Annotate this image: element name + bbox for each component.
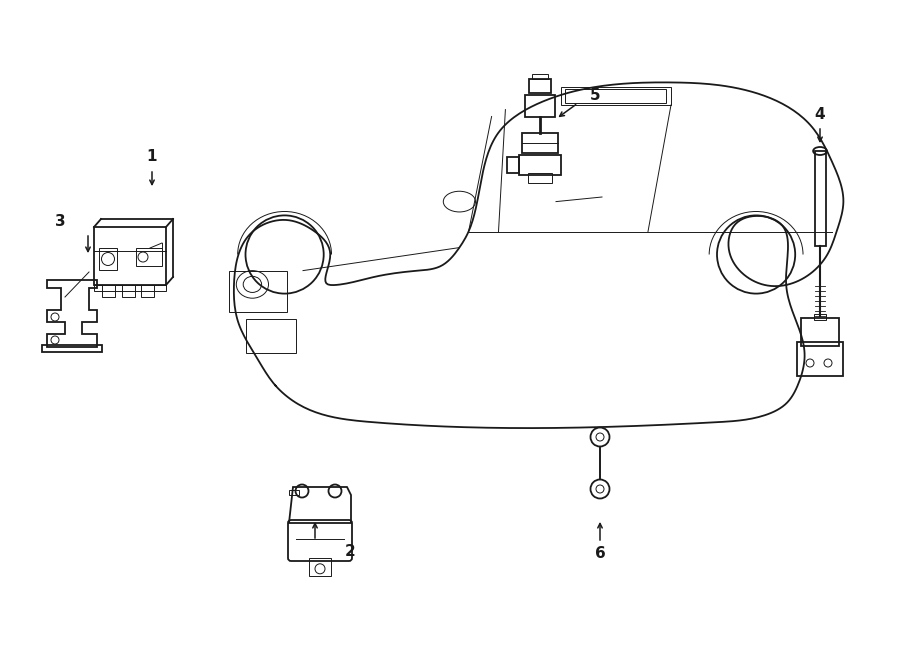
Text: 6: 6 — [595, 547, 606, 561]
Bar — [94, 285, 166, 291]
Bar — [246, 319, 296, 354]
Bar — [94, 227, 166, 285]
Bar — [561, 87, 671, 105]
Bar — [814, 151, 825, 246]
Bar — [309, 558, 331, 576]
Bar — [42, 345, 102, 352]
Bar — [528, 173, 552, 183]
Text: 2: 2 — [345, 543, 356, 559]
Bar — [814, 314, 826, 320]
Text: 4: 4 — [814, 106, 825, 122]
Bar — [532, 74, 548, 79]
Bar — [136, 248, 162, 266]
Text: 3: 3 — [55, 214, 66, 229]
Bar — [519, 155, 561, 175]
Bar — [230, 270, 287, 312]
Bar — [122, 285, 135, 297]
Bar — [801, 318, 839, 346]
Bar — [99, 248, 117, 270]
Bar — [525, 95, 555, 117]
Bar — [141, 285, 154, 297]
Bar — [522, 133, 558, 153]
Text: 5: 5 — [590, 89, 600, 104]
Bar — [529, 79, 551, 93]
Bar — [507, 157, 519, 173]
Text: 1: 1 — [147, 149, 158, 163]
Bar — [565, 89, 666, 102]
Bar — [102, 285, 115, 297]
Bar — [797, 342, 843, 376]
